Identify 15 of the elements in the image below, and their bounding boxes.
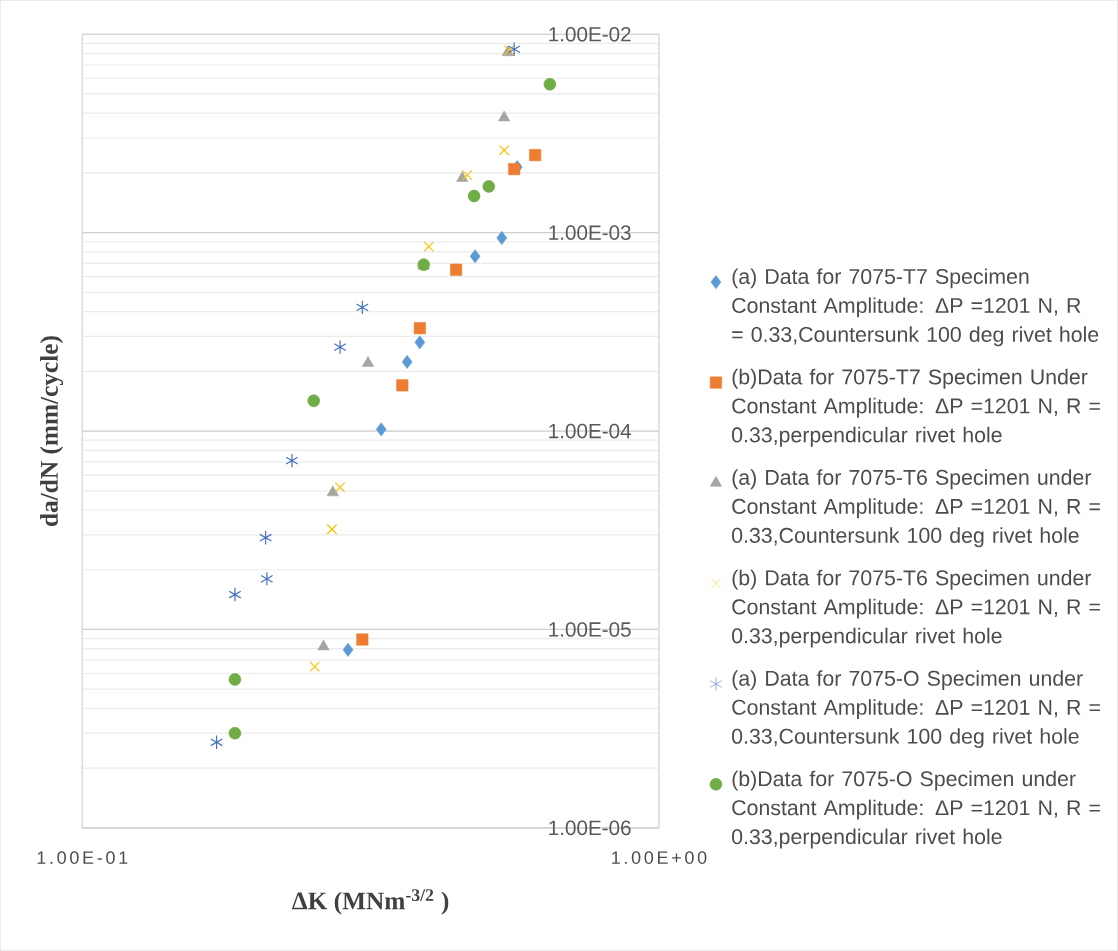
y-tick-label: 1.00E-06 [549,820,631,836]
legend-label: (b)Data for 7075-O Specimen under Constant Amplitude: ΔP =1201 N, R = 0.33,perpendicular rivet hole [732,770,1100,849]
y-tick-label: 1.00E-04 [549,423,631,439]
y-tick-label: 1.00E-05 [549,622,631,637]
legend-label: (a) Data for 7075-O Specimen under Constant Amplitude: ΔP =1201 N, R = 0.33,Countersunk 100 deg rivet hole [732,670,1100,749]
legend-label: (b)Data for 7075-T7 Specimen Under Constant Amplitude: ΔP =1201 N, R = 0.33,perpendicular rivet hole [732,368,1100,447]
x-axis-title: ΔK (MNm$^{-3/2}$ ) [292,889,449,915]
x-tick-label: 1.00E-01 [37,851,128,864]
legend-label: (a) Data for 7075-T7 Specimen Constant Amplitude: ΔP =1201 N, R = 0.33,Countersunk 100 deg rivet hole [732,268,1099,347]
y-tick-label: 1.00E-02 [549,26,631,42]
x-tick-label: 1.00E+00 [612,851,707,864]
y-axis-title: da/dN (mm/cycle) [40,336,64,526]
legend-label: (a) Data for 7075-T6 Specimen under Constant Amplitude: ΔP =1201 N, R = 0.33,Countersunk 100 deg rivet hole [732,469,1100,548]
legend-label: (b) Data for 7075-T6 Specimen under Constant Amplitude: ΔP =1201 N, R = 0.33,perpendicular rivet hole [732,569,1100,648]
y-tick-label: 1.00E-03 [549,225,631,240]
